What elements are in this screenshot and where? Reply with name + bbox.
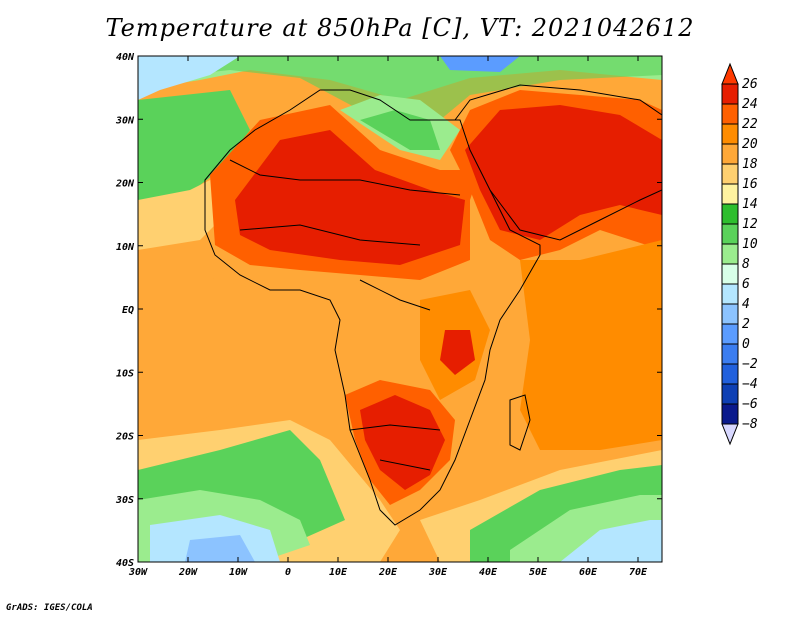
lon-tick-label: 60E: [579, 567, 598, 578]
colorbar-label: 0: [742, 337, 750, 352]
colorbar-swatch: [721, 103, 739, 125]
lon-tick-label: 30E: [428, 567, 448, 578]
credit-label: GrADS: IGES/COLA: [6, 603, 93, 613]
colorbar-bottom-arrow: [721, 423, 739, 446]
colorbar-label: 10: [742, 237, 758, 252]
colorbar-label: 4: [742, 297, 750, 312]
colorbar-label: 26: [742, 77, 758, 92]
colorbar-label: 12: [742, 217, 758, 232]
colorbar-swatch: [721, 363, 739, 385]
colorbar-swatch: [721, 283, 739, 305]
lon-tick-label: 70E: [629, 567, 648, 578]
lat-tick-label: 10S: [116, 368, 134, 379]
lat-tick-label: 30S: [115, 495, 134, 506]
colorbar-label: −2: [742, 357, 758, 372]
colorbar-swatch: [721, 303, 739, 325]
colorbar-swatch: [721, 263, 739, 285]
lat-tick-label: 20N: [115, 179, 135, 190]
colorbar-swatch: [721, 403, 739, 425]
lon-tick-label: 30W: [128, 567, 148, 578]
colorbar-swatch: [721, 163, 739, 185]
lon-tick-label: 40E: [479, 567, 498, 578]
colorbar-swatch: [721, 383, 739, 405]
lat-tick-label: 10N: [116, 242, 135, 253]
colorbar-swatch: [721, 183, 739, 205]
lon-tick-label: 10W: [229, 567, 248, 578]
colorbar-label: 20: [742, 137, 758, 152]
colorbar-label: −4: [742, 377, 758, 392]
lat-tick-label: 40N: [116, 52, 135, 63]
colorbar-top-arrow: [721, 62, 739, 85]
colorbar-label: 14: [742, 197, 758, 212]
lon-tick-label: 10E: [329, 567, 348, 578]
colorbar-label: 6: [742, 277, 750, 292]
colorbar-swatch: [721, 223, 739, 245]
lat-tick-label: 40S: [116, 558, 134, 569]
colorbar-swatch: [721, 143, 739, 165]
colorbar-label: −8: [742, 417, 758, 432]
lat-tick-label: EQ: [122, 305, 134, 316]
lon-tick-label: 50E: [529, 567, 548, 578]
colorbar-swatch: [721, 323, 739, 345]
lon-tick-label: 0: [285, 567, 291, 578]
colorbar-swatch: [721, 243, 739, 265]
colorbar-swatch: [721, 343, 739, 365]
colorbar-label: 16: [742, 177, 758, 192]
colorbar-label: 2: [742, 317, 750, 332]
chart-title: Temperature at 850hPa [C], VT: 202104261…: [105, 14, 695, 42]
lat-tick-label: 30N: [115, 115, 135, 126]
colorbar-swatch: [721, 83, 739, 105]
coastlines: [204, 84, 662, 526]
colorbar-label: 24: [742, 97, 758, 112]
colorbar-swatch: [721, 123, 739, 145]
colorbar-label: −6: [742, 397, 758, 412]
colorbar-label: 18: [742, 157, 758, 172]
colorbar-label: 8: [742, 257, 750, 272]
lat-tick-label: 20S: [115, 432, 134, 443]
colorbar-label: 22: [742, 117, 758, 132]
lon-tick-label: 20W: [178, 567, 198, 578]
temperature-field: [138, 56, 662, 562]
lon-tick-label: 20E: [378, 567, 398, 578]
colorbar-swatch: [721, 203, 739, 225]
